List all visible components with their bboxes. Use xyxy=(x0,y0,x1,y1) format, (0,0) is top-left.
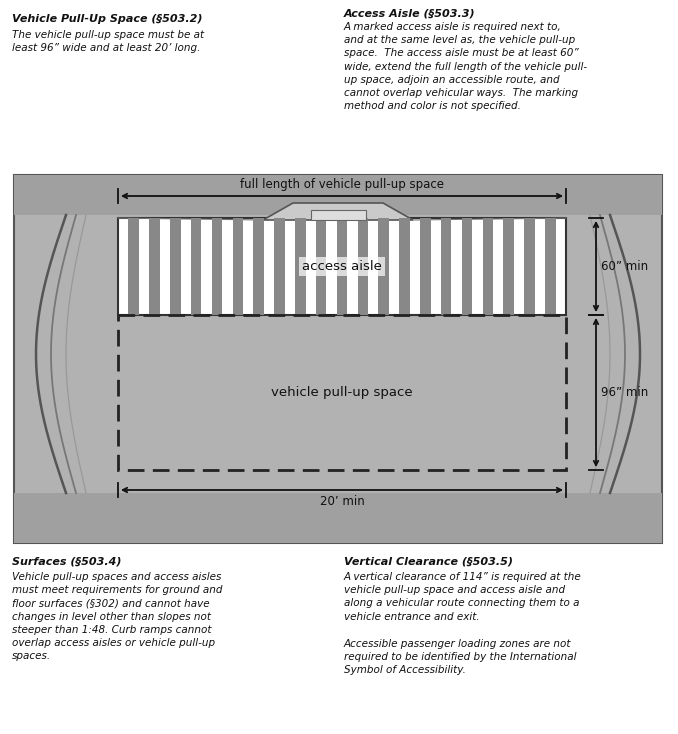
Bar xyxy=(337,218,347,315)
Text: 20’ min: 20’ min xyxy=(319,495,364,508)
Bar xyxy=(275,218,285,315)
Text: Vehicle Pull-Up Space (§503.2): Vehicle Pull-Up Space (§503.2) xyxy=(12,14,203,24)
Text: Access Aisle (§503.3): Access Aisle (§503.3) xyxy=(344,8,476,18)
Text: 96” min: 96” min xyxy=(601,386,648,399)
Bar xyxy=(545,218,555,315)
Polygon shape xyxy=(263,203,413,220)
Text: vehicle pull-up space: vehicle pull-up space xyxy=(271,386,413,399)
Bar xyxy=(149,218,160,315)
Bar xyxy=(462,218,473,315)
Bar xyxy=(14,175,662,215)
Bar xyxy=(399,218,410,315)
Bar xyxy=(504,218,514,315)
Bar xyxy=(170,218,180,315)
Bar xyxy=(254,218,264,315)
Text: Surfaces (§503.4): Surfaces (§503.4) xyxy=(12,557,121,567)
Text: Vehicle pull-up spaces and access aisles
must meet requirements for ground and
f: Vehicle pull-up spaces and access aisles… xyxy=(12,572,222,661)
Bar xyxy=(311,210,365,220)
Bar xyxy=(118,315,566,470)
Bar xyxy=(128,218,139,315)
Text: access aisle: access aisle xyxy=(302,260,382,273)
Bar xyxy=(524,218,535,315)
Bar xyxy=(378,218,389,315)
Bar xyxy=(357,218,368,315)
Bar xyxy=(483,218,493,315)
Text: A vertical clearance of 114” is required at the
vehicle pull-up space and access: A vertical clearance of 114” is required… xyxy=(344,572,582,622)
Bar xyxy=(118,218,566,315)
Text: full length of vehicle pull-up space: full length of vehicle pull-up space xyxy=(240,178,444,191)
Bar xyxy=(316,218,326,315)
Bar xyxy=(233,218,243,315)
Text: A marked access aisle is required next to,
and at the same level as, the vehicle: A marked access aisle is required next t… xyxy=(344,22,587,111)
Bar xyxy=(420,218,431,315)
Bar xyxy=(441,218,452,315)
Text: Accessible passenger loading zones are not
required to be identified by the Inte: Accessible passenger loading zones are n… xyxy=(344,639,576,675)
Bar xyxy=(14,493,662,543)
Text: The vehicle pull-up space must be at
least 96” wide and at least 20’ long.: The vehicle pull-up space must be at lea… xyxy=(12,30,204,53)
Bar xyxy=(14,175,662,543)
Bar xyxy=(212,218,222,315)
Bar xyxy=(295,218,306,315)
Text: Vertical Clearance (§503.5): Vertical Clearance (§503.5) xyxy=(344,557,513,567)
Text: 60” min: 60” min xyxy=(601,260,648,273)
Bar xyxy=(191,218,201,315)
